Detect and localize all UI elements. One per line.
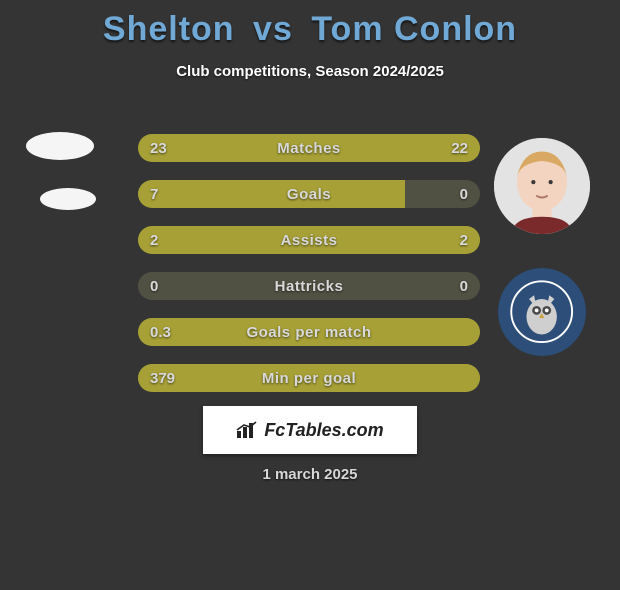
branding-text: FcTables.com (264, 420, 383, 441)
branding-tag: FcTables.com (203, 406, 417, 454)
stat-bars: 2322Matches 70Goals 22Assists 00Hattricks 0.… (138, 134, 480, 410)
date-label: 1 march 2025 (0, 466, 620, 483)
stat-label: Assists (138, 226, 480, 254)
player1-name: Shelton (103, 10, 235, 48)
stat-row: 22Assists (138, 226, 480, 254)
stat-label: Goals (138, 180, 480, 208)
player2-name: Tom Conlon (311, 10, 517, 48)
stat-row: 00Hattricks (138, 272, 480, 300)
stat-row: 379Min per goal (138, 364, 480, 392)
stat-label: Hattricks (138, 272, 480, 300)
stat-row: 0.3Goals per match (138, 318, 480, 346)
owl-badge-icon (510, 280, 573, 343)
stat-row: 2322Matches (138, 134, 480, 162)
stat-label: Min per goal (138, 364, 480, 392)
player2-club-badge (498, 268, 586, 356)
comparison-title: Shelton vs Tom Conlon (0, 10, 620, 49)
stat-label: Goals per match (138, 318, 480, 346)
player1-avatar-placeholder (26, 132, 94, 160)
subtitle: Club competitions, Season 2024/2025 (0, 63, 620, 80)
chart-icon (236, 421, 258, 439)
stat-label: Matches (138, 134, 480, 162)
vs-text: vs (253, 10, 293, 48)
player2-avatar (494, 138, 590, 234)
stat-row: 70Goals (138, 180, 480, 208)
face-icon (494, 138, 590, 234)
player1-club-badge-placeholder (40, 188, 96, 210)
